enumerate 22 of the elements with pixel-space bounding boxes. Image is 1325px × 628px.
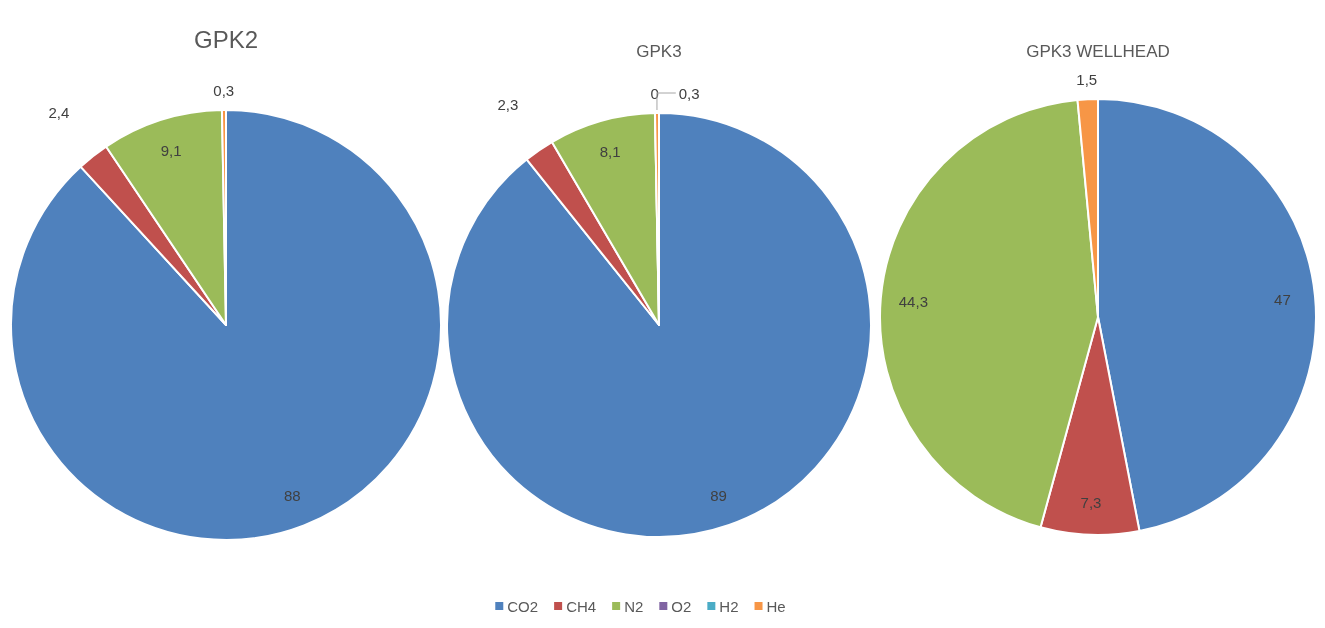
text: 0 [650,84,659,102]
data-label: 0,3 [213,81,235,99]
data-label: 8,1 [599,143,621,161]
slice-label: GPK3 [636,42,682,61]
legend-label: He [766,597,786,615]
legend-label: CH4 [566,597,597,615]
legend-label: O2 [671,597,692,615]
slice-label: GPK3 WELLHEAD [1026,42,1170,61]
slice-label: GPK2 [193,26,259,53]
data-label: 2,3 [497,96,519,114]
data-label: 47 [1274,290,1291,308]
data-label: 88 [283,486,301,504]
data-label: 1,5 [1076,70,1098,88]
data-label: 2,4 [48,104,70,122]
legend-label: H2 [719,597,739,615]
data-label: 89 [710,486,727,504]
data-label: 7,3 [1080,493,1102,511]
legend-label: N2 [624,597,644,615]
data-label: 44,3 [898,292,928,310]
legend-label: CO2 [507,597,539,615]
data-label: 0,3 [678,84,700,102]
data-label: 9,1 [160,142,182,160]
